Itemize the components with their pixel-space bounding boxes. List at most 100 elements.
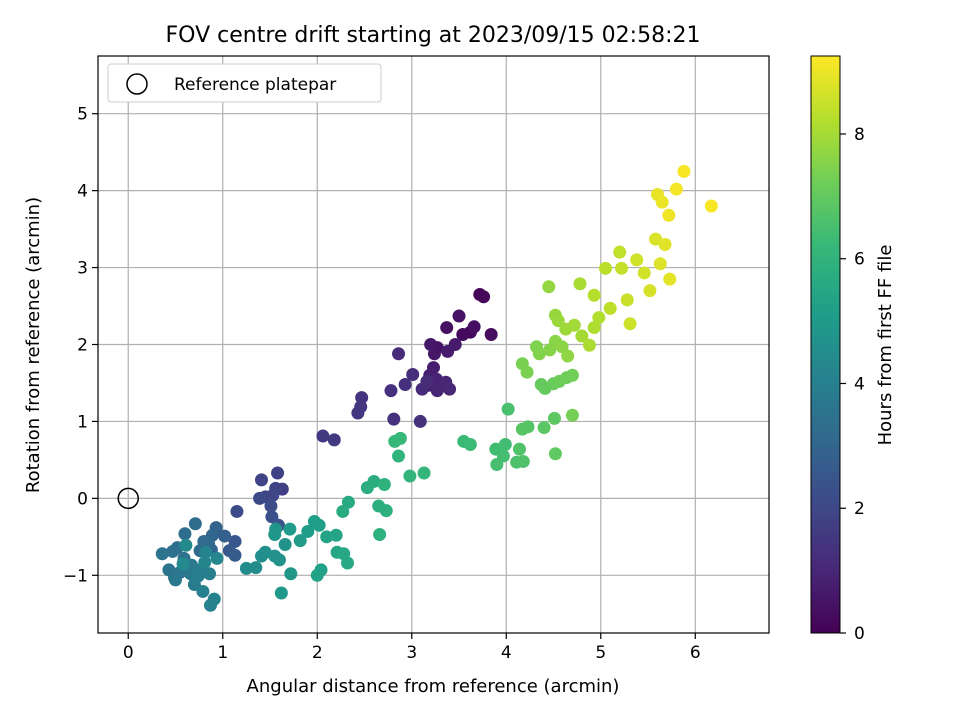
data-point xyxy=(413,414,427,428)
data-point xyxy=(196,584,210,598)
data-point xyxy=(406,368,420,382)
data-point xyxy=(603,301,617,315)
data-point xyxy=(630,253,644,267)
data-point xyxy=(704,199,718,213)
data-point xyxy=(253,491,267,505)
data-point xyxy=(210,551,224,565)
data-point xyxy=(387,412,401,426)
data-point xyxy=(663,272,677,286)
data-point xyxy=(424,338,438,351)
data-point xyxy=(490,458,504,472)
data-point xyxy=(548,447,562,461)
data-point xyxy=(653,257,667,271)
data-point xyxy=(274,586,288,600)
data-point xyxy=(198,555,212,569)
y-tick-label: 0 xyxy=(77,489,88,509)
data-point xyxy=(218,529,232,543)
legend: Reference platepar xyxy=(107,63,382,103)
data-point xyxy=(336,504,350,518)
x-tick-label: 6 xyxy=(690,643,701,663)
data-point xyxy=(513,442,527,456)
data-point xyxy=(534,378,548,392)
data-point xyxy=(561,349,575,363)
x-tick-label: 3 xyxy=(406,643,417,663)
data-point xyxy=(384,384,398,398)
data-point xyxy=(379,504,393,518)
y-tick-label: 2 xyxy=(77,336,88,356)
data-point xyxy=(463,438,477,452)
data-point xyxy=(188,517,202,531)
data-point xyxy=(179,538,193,552)
data-point xyxy=(176,557,190,571)
data-point xyxy=(532,347,546,361)
data-point xyxy=(293,534,307,548)
data-point xyxy=(501,402,515,416)
y-tick-label: 1 xyxy=(77,412,88,432)
data-point xyxy=(592,311,606,325)
data-point xyxy=(228,548,242,562)
data-point xyxy=(587,288,601,302)
data-point xyxy=(655,195,669,209)
data-point xyxy=(272,553,286,567)
data-point xyxy=(351,406,365,420)
data-point xyxy=(254,473,268,487)
legend-marker-reference xyxy=(126,73,148,95)
data-point xyxy=(599,261,613,275)
y-tick-label: −1 xyxy=(63,566,88,586)
data-point xyxy=(398,378,412,392)
data-point xyxy=(575,329,589,343)
data-point xyxy=(329,528,343,542)
data-point xyxy=(403,469,417,483)
data-point xyxy=(623,317,637,331)
data-point xyxy=(515,422,529,436)
reference-marker-layer xyxy=(117,487,139,510)
data-point xyxy=(203,567,217,581)
data-point xyxy=(498,438,512,452)
data-point xyxy=(199,545,213,559)
x-axis-label: Angular distance from reference (arcmin) xyxy=(247,676,620,697)
x-tick-label: 2 xyxy=(312,643,323,663)
data-point xyxy=(393,431,407,445)
data-point xyxy=(367,474,381,488)
data-point xyxy=(547,411,561,425)
y-tick-label: 5 xyxy=(77,105,88,125)
data-point xyxy=(284,567,298,581)
data-point xyxy=(264,499,278,513)
data-point xyxy=(271,466,285,480)
data-point xyxy=(392,449,406,463)
data-point xyxy=(441,344,455,358)
data-point xyxy=(620,293,634,307)
x-tick-label: 4 xyxy=(501,643,512,663)
data-point xyxy=(392,347,406,361)
data-point xyxy=(658,237,672,251)
data-point xyxy=(615,261,629,275)
data-point xyxy=(587,321,601,335)
data-point xyxy=(278,538,292,552)
data-point xyxy=(430,384,444,398)
data-point xyxy=(207,592,221,606)
data-point xyxy=(456,327,470,341)
colorbar-tick-label: 0 xyxy=(854,624,865,644)
data-point xyxy=(582,338,596,352)
data-point xyxy=(677,164,691,178)
colorbar-tick-label: 2 xyxy=(854,499,865,519)
axis-ticks: 0 1 2 3 4 5 6 −1 0 1 2 3 4 5 xyxy=(63,105,701,663)
data-point xyxy=(340,556,354,570)
data-point xyxy=(316,429,330,443)
colorbar-tick-label: 8 xyxy=(854,125,865,145)
data-point xyxy=(178,527,192,541)
data-point xyxy=(301,524,315,538)
data-point xyxy=(669,182,683,196)
y-axis-label: Rotation from reference (arcmin) xyxy=(23,197,44,493)
data-point xyxy=(613,245,627,259)
data-points xyxy=(155,164,718,612)
data-point xyxy=(327,433,341,447)
legend-label-reference: Reference platepar xyxy=(174,75,336,95)
data-point xyxy=(565,368,579,382)
data-point xyxy=(520,365,534,379)
data-point xyxy=(239,561,253,575)
data-point xyxy=(373,528,387,542)
data-point xyxy=(155,547,169,561)
data-point xyxy=(662,208,676,222)
data-point xyxy=(310,568,324,582)
